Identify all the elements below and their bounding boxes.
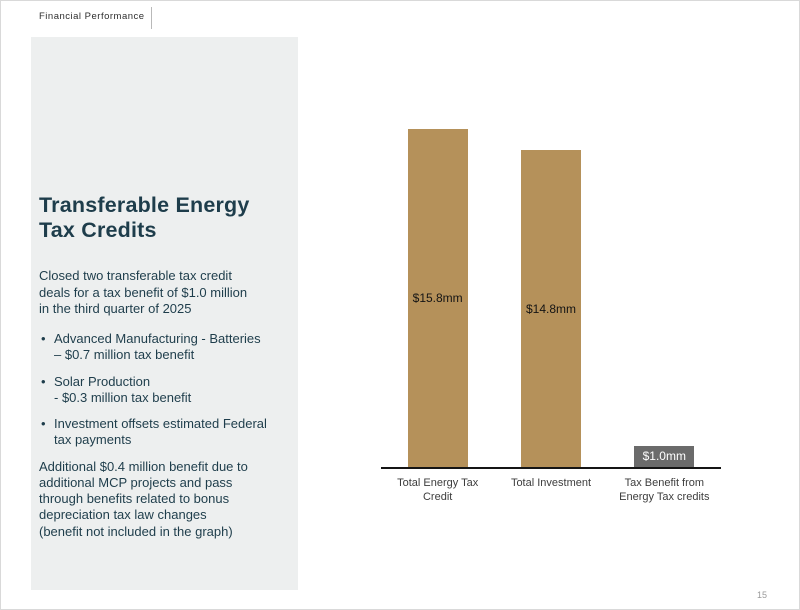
- bullet-item: Solar Production - $0.3 million tax bene…: [39, 374, 284, 407]
- bar-value-label: $1.0mm: [642, 449, 686, 464]
- bar-column: $14.8mm: [494, 114, 607, 467]
- bar-column: $15.8mm: [381, 114, 494, 467]
- bullet-text: Investment offsets estimated Federal tax…: [54, 416, 267, 448]
- bar-chart: $15.8mm $14.8mm $1.0mm Total Energy Tax Cr…: [381, 114, 721, 505]
- bullet-text: Solar Production - $0.3 million tax bene…: [54, 373, 192, 405]
- category-labels: Total Energy Tax Credit Total Investment T…: [381, 476, 721, 505]
- category-label: Total Energy Tax Credit: [397, 477, 479, 504]
- title-line-1: Transferable Energy: [39, 193, 250, 217]
- page-number: 15: [756, 590, 767, 600]
- slide-title: Transferable Energy Tax Credits: [39, 193, 284, 242]
- bullet-item: Investment offsets estimated Federal tax…: [39, 416, 284, 449]
- bar-value-label: $15.8mm: [412, 290, 463, 305]
- plot-area: $15.8mm $14.8mm $1.0mm: [381, 114, 721, 469]
- footnote-paragraph: Additional $0.4 million benefit due to a…: [39, 458, 248, 539]
- bullet-list: Advanced Manufacturing - Batteries – $0.…: [39, 331, 284, 449]
- category-label: Tax Benefit from Energy Tax credits: [619, 477, 710, 504]
- bullet-item: Advanced Manufacturing - Batteries – $0.…: [39, 331, 284, 364]
- category-label: Total Investment: [510, 477, 592, 489]
- left-panel: Transferable Energy Tax Credits Closed t…: [31, 37, 298, 590]
- header-divider: [151, 7, 152, 29]
- intro-paragraph: Closed two transferable tax credit deals…: [39, 268, 248, 316]
- title-line-2: Tax Credits: [39, 217, 157, 242]
- bar-column: $1.0mm: [608, 114, 721, 467]
- bullet-text: Advanced Manufacturing - Batteries – $0.…: [54, 331, 261, 363]
- bar: $14.8mm: [520, 150, 581, 467]
- section-label: Financial Performance: [39, 11, 145, 22]
- bar-value-label: $14.8mm: [525, 301, 576, 316]
- bar: $1.0mm: [634, 445, 695, 467]
- bar: $15.8mm: [407, 128, 468, 467]
